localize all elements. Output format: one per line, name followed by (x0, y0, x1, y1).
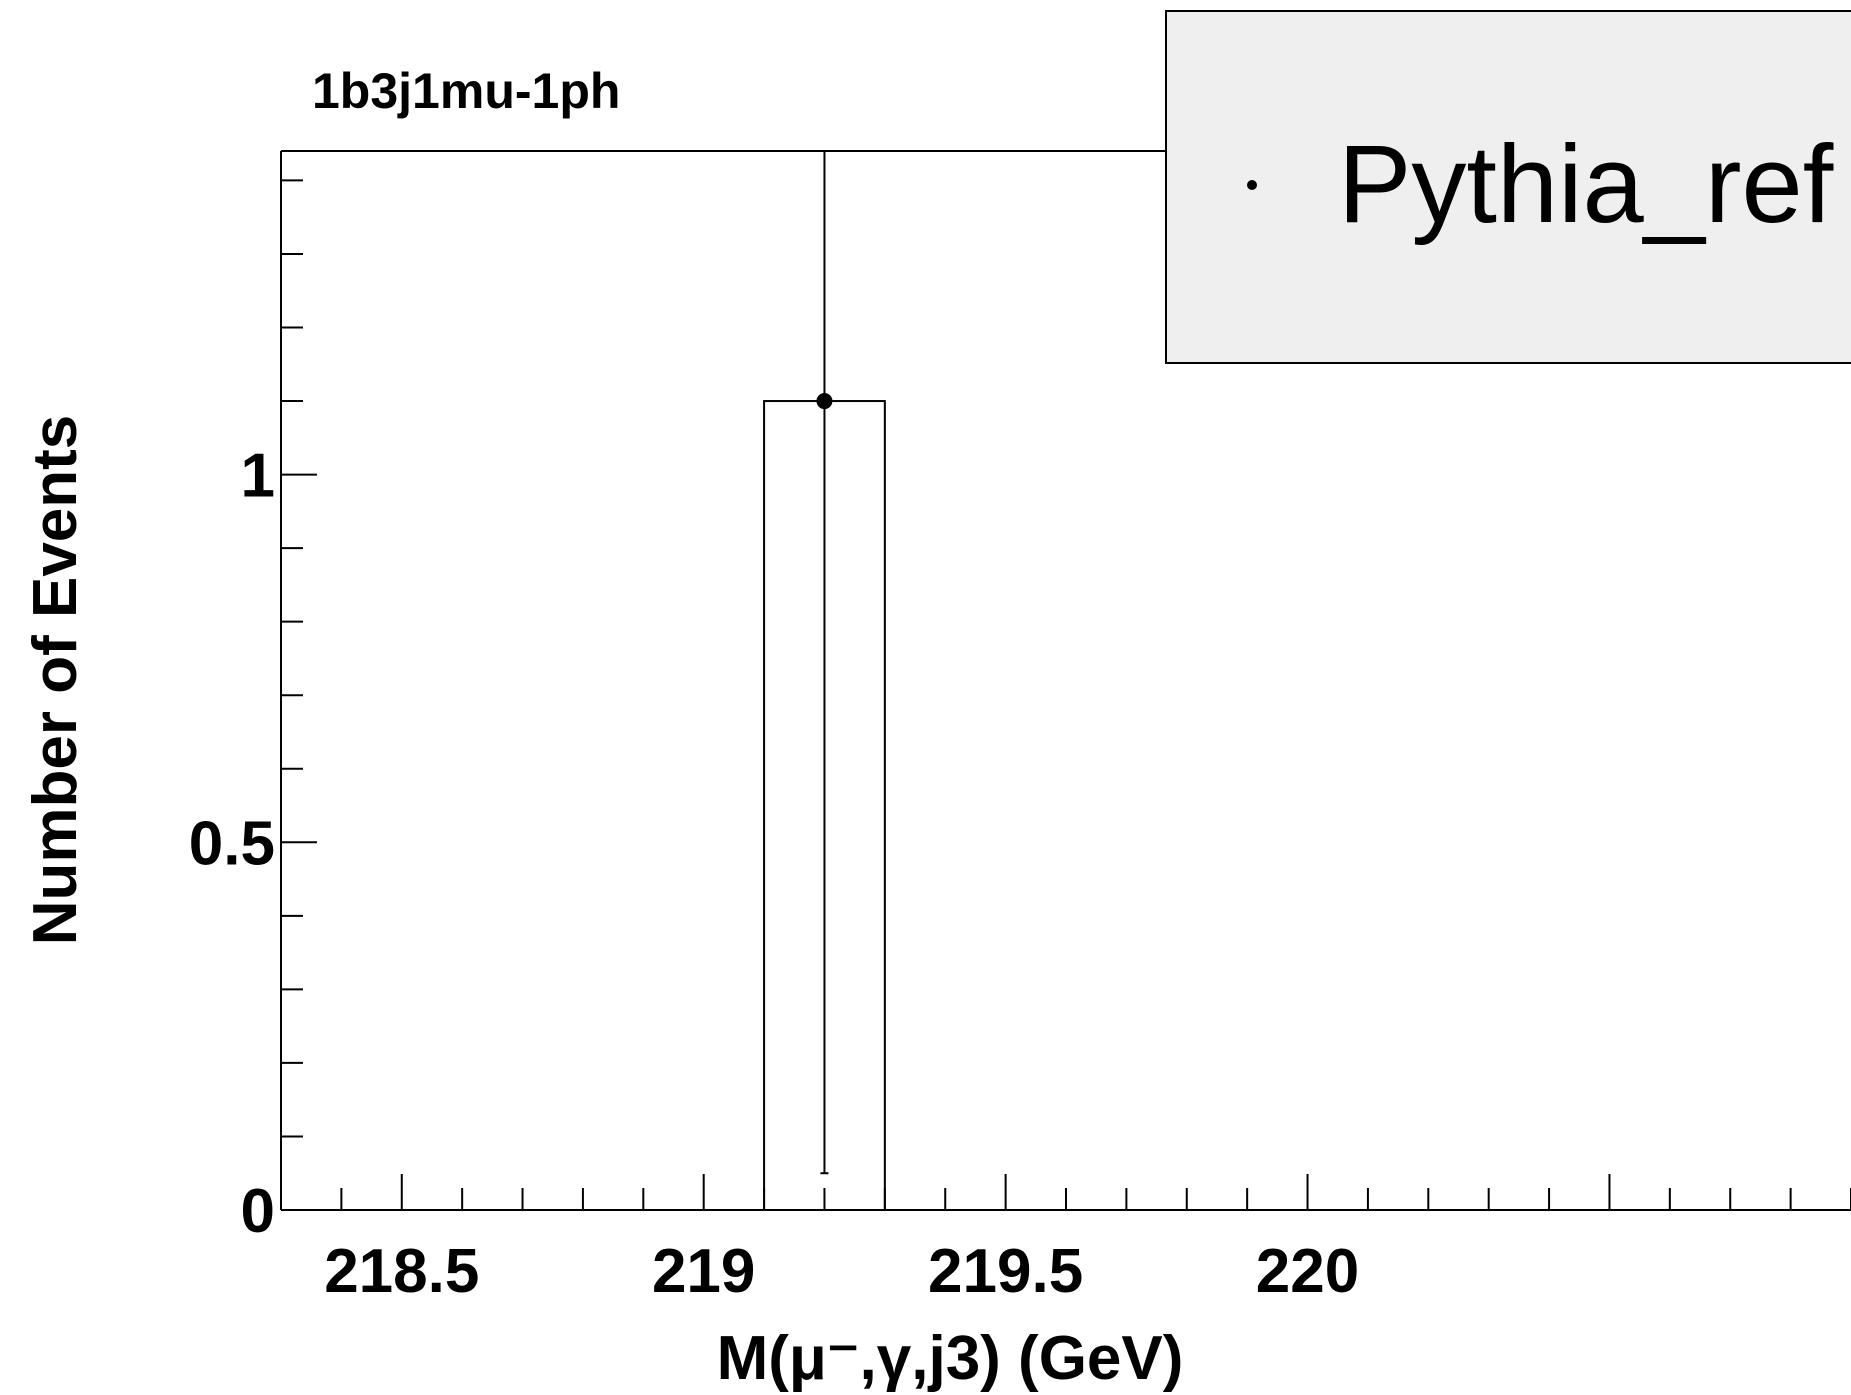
x-axis-title: M(μ⁻,γ,j3) (GeV) (717, 1324, 1184, 1393)
y-tick-label: 0 (241, 1177, 275, 1246)
x-tick-label: 218.5 (324, 1237, 479, 1306)
y-tick-label: 1 (241, 442, 275, 511)
legend-box (1165, 10, 1851, 364)
data-point (816, 393, 833, 410)
legend-entry-pythia-ref: Pythia_ref (1338, 123, 1834, 246)
x-tick-label: 219.5 (928, 1237, 1083, 1306)
y-ticks: 00.51 (189, 179, 317, 1246)
y-axis-title: Number of Events (21, 415, 90, 946)
y-tick-label: 0.5 (189, 809, 275, 878)
data-points (816, 151, 833, 1175)
x-tick-label: 220 (1256, 1237, 1359, 1306)
legend-marker-icon (1247, 180, 1257, 190)
legend: Pythia_ref (1165, 10, 1851, 364)
x-ticks: 218.5 219 219.5 220 (280, 1174, 1851, 1306)
chart-title: 1b3j1mu-1ph (312, 63, 620, 119)
x-tick-label: 219 (652, 1237, 755, 1306)
